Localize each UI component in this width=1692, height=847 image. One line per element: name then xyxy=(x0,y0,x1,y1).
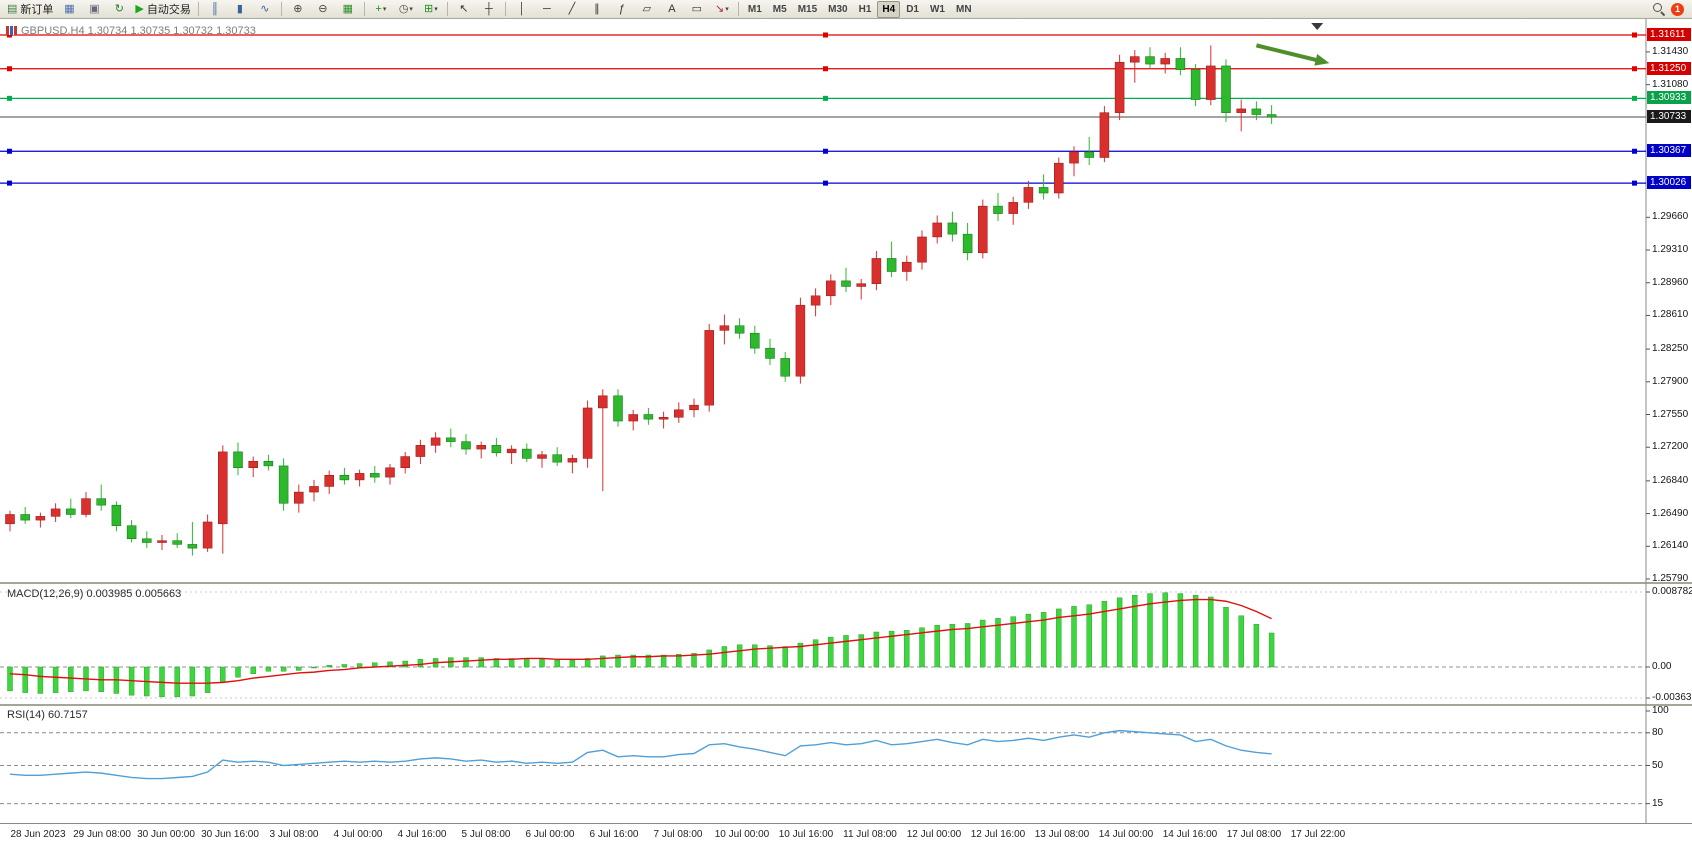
print-button[interactable]: ▣ xyxy=(82,0,106,18)
crosshair-button[interactable]: ┼ xyxy=(477,0,501,18)
symbol-ohlc-header: GBPUSD,H4 1.30734 1.30735 1.30732 1.3073… xyxy=(21,25,256,37)
vline-icon: │ xyxy=(518,2,526,15)
arrows-icon: ↘ xyxy=(715,2,725,15)
arrows-button[interactable]: ↘ ▾ xyxy=(710,0,734,18)
toolbar-separator xyxy=(737,2,739,16)
cursor-icon: ↖ xyxy=(459,2,469,15)
indicators-button[interactable]: ⊞ ▾ xyxy=(419,0,443,18)
chevron-down-icon: ▾ xyxy=(382,6,387,13)
timeframe-m15[interactable]: M15 xyxy=(797,3,818,15)
symbol-chart-icon xyxy=(6,26,17,35)
profiles-button[interactable]: ◷ ▾ xyxy=(394,0,418,18)
line-chart-icon: ∿ xyxy=(260,2,270,15)
timeframe-w1[interactable]: W1 xyxy=(929,3,945,15)
chevron-down-icon: ▾ xyxy=(409,6,413,13)
timeframe-h4[interactable]: H4 xyxy=(877,0,901,18)
timeframe-m5[interactable]: M5 xyxy=(772,3,787,15)
shapes-icon: ▱ xyxy=(642,2,652,15)
timeframe-m30[interactable]: M30 xyxy=(828,3,848,15)
toolbar-button-label: 新订单 xyxy=(20,4,54,16)
search-icon[interactable] xyxy=(1653,3,1665,15)
new-chart-icon: + xyxy=(375,2,382,15)
zoom-out-button[interactable]: ⊖ xyxy=(311,0,335,18)
toolbar-separator xyxy=(504,2,506,16)
zoom-out-icon: ⊖ xyxy=(318,2,328,15)
vline-button[interactable]: │ xyxy=(510,0,534,18)
print-icon: ▣ xyxy=(89,2,100,15)
text-button[interactable]: A xyxy=(660,0,684,18)
crosshair-icon: ┼ xyxy=(484,2,493,15)
chevron-down-icon: ▾ xyxy=(725,6,729,13)
new-chart-button[interactable]: + ▾ xyxy=(369,0,393,18)
cursor-button[interactable]: ↖ xyxy=(452,0,476,18)
trendline-icon: ╱ xyxy=(568,2,576,15)
channel-button[interactable]: ∥ xyxy=(585,0,609,18)
hline-icon: ─ xyxy=(542,2,551,15)
text-icon: A xyxy=(668,2,676,15)
profiles-icon: ◷ xyxy=(398,2,409,15)
refresh-icon: ↻ xyxy=(114,2,125,15)
toolbar-button-label: 自动交易 xyxy=(146,4,191,16)
notification-badge[interactable]: 1 xyxy=(1671,2,1684,16)
channel-icon: ∥ xyxy=(594,2,600,15)
bars-chart-icon: ║ xyxy=(210,2,219,15)
zoom-in-icon: ⊕ xyxy=(293,2,303,15)
bars-chart-button[interactable]: ║ xyxy=(203,0,227,18)
chart-window-button[interactable]: ▦ xyxy=(57,0,81,18)
toolbar-separator xyxy=(363,2,365,16)
autotrade-icon: ▶ xyxy=(135,2,144,15)
label-button[interactable]: ▭ xyxy=(685,0,709,18)
chevron-down-icon: ▾ xyxy=(434,6,438,13)
trendline-button[interactable]: ╱ xyxy=(560,0,584,18)
indicators-icon: ⊞ xyxy=(424,2,434,15)
timeframe-h1[interactable]: H1 xyxy=(858,3,872,15)
label-icon: ▭ xyxy=(691,2,703,15)
candles-chart-icon: ▮ xyxy=(236,2,243,15)
new-order-button[interactable]: ▤ 新订单 xyxy=(4,0,56,18)
toolbar: ▤ 新订单 ▦ ▣ ↻ ▶ 自动交易 ║ ▮ ∿ ⊕ ⊖ ▦ + ▾ ◷ ▾ ⊞ ▾ ↖ ┼ │ ─ ╱ ∥ ƒ ▱ A ▭ ↘ ▾ M1 M5… xyxy=(0,0,1692,19)
timeframe-d1[interactable]: D1 xyxy=(906,3,919,15)
zoom-in-button[interactable]: ⊕ xyxy=(286,0,310,18)
line-chart-button[interactable]: ∿ xyxy=(253,0,277,18)
toolbar-separator xyxy=(197,2,199,16)
toolbar-separator xyxy=(280,2,282,16)
chart-window-icon: ▦ xyxy=(64,2,75,15)
shapes-button[interactable]: ▱ xyxy=(635,0,659,18)
rsi-header: RSI(14) 60.7157 xyxy=(7,709,88,721)
hline-button[interactable]: ─ xyxy=(535,0,559,18)
fibo-icon: ƒ xyxy=(618,2,625,15)
tile-windows-button[interactable]: ▦ xyxy=(336,0,360,18)
timeframe-m1[interactable]: M1 xyxy=(747,3,762,15)
autotrade-button[interactable]: ▶ 自动交易 xyxy=(132,0,193,18)
toolbar-separator xyxy=(446,2,448,16)
candles-chart-button[interactable]: ▮ xyxy=(228,0,252,18)
refresh-button[interactable]: ↻ xyxy=(107,0,131,18)
macd-header: MACD(12,26,9) 0.003985 0.005663 xyxy=(7,588,182,600)
tile-windows-icon: ▦ xyxy=(342,2,354,15)
fibo-button[interactable]: ƒ xyxy=(610,0,634,18)
new-order-icon: ▤ xyxy=(7,2,18,15)
timeframe-mn[interactable]: MN xyxy=(955,3,972,15)
